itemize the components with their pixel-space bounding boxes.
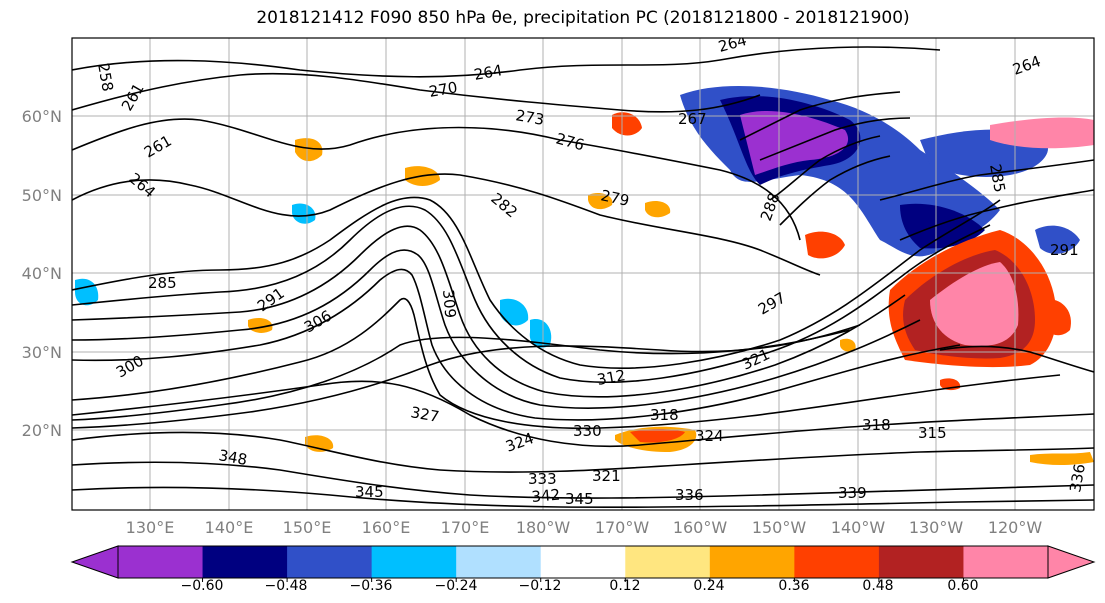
colorbar-tick-label: −0.36 [350, 578, 393, 594]
contour-label: 285 [986, 163, 1009, 194]
contour-label: 327 [409, 403, 440, 426]
colorbar-segment [878, 546, 964, 578]
contour-label: 336 [1066, 462, 1089, 493]
lon-label: 170°W [595, 518, 650, 537]
lat-label: 60°N [22, 107, 62, 126]
colorbar-tick-label: −0.12 [519, 578, 562, 594]
contour-label: 312 [596, 366, 627, 389]
colorbar-tick-label: 0.24 [693, 578, 724, 594]
contour-label: 318 [862, 416, 891, 434]
colorbar-segment [118, 546, 204, 578]
colorbar-tick-label: −0.60 [181, 578, 224, 594]
lon-label: 130°W [909, 518, 964, 537]
colorbar-segment [202, 546, 288, 578]
lon-label: 150°W [752, 518, 807, 537]
theta-e-contours [72, 46, 1094, 508]
longitude-labels: 130°E 140°E 150°E 160°E 170°E 180°W 170°… [126, 518, 1043, 537]
contour-label: 309 [439, 289, 459, 319]
colorbar-tick-label: −0.24 [435, 578, 478, 594]
colorbar-segment [287, 546, 373, 578]
contour-label: 345 [355, 483, 384, 501]
figure-title: 2018121412 F090 850 hPa θe, precipitatio… [256, 8, 910, 28]
colorbar-tick-label: 0.48 [862, 578, 893, 594]
contour-label: 336 [675, 486, 704, 504]
map-frame [71, 37, 1095, 511]
colorbar-outline [117, 545, 1049, 579]
lat-label: 30°N [22, 343, 62, 362]
colorbar-extend-max [1047, 545, 1096, 579]
latitude-labels: 60°N 50°N 40°N 30°N 20°N [22, 107, 62, 440]
lon-label: 160°E [362, 518, 411, 537]
colorbar-segment [794, 546, 880, 578]
lat-label: 50°N [22, 186, 62, 205]
colorbar-segment [625, 546, 711, 578]
contour-label: 279 [599, 186, 631, 210]
contour-label: 330 [573, 422, 602, 440]
contour-label: 318 [650, 406, 679, 424]
lat-label: 20°N [22, 421, 62, 440]
contour-label: 339 [838, 484, 867, 502]
contour-label: 321 [592, 467, 621, 485]
colorbar-tick-label: 0.36 [778, 578, 809, 594]
contour-label: 285 [148, 274, 177, 292]
contour-label: 345 [565, 490, 594, 508]
contour-label: 267 [678, 110, 707, 128]
lon-label: 160°W [673, 518, 728, 537]
colorbar-segment [456, 546, 542, 578]
contour-label: 342 [531, 486, 561, 506]
lon-label: 140°E [205, 518, 254, 537]
contour-label: 273 [514, 106, 545, 129]
colorbar-segment [371, 546, 457, 578]
contour-label: 315 [918, 424, 947, 442]
contour-label: 291 [1050, 241, 1079, 259]
contour-label: 264 [473, 61, 504, 84]
colorbar [70, 545, 1096, 582]
colorbar-tick-labels: −0.60 −0.48 −0.36 −0.24 −0.12 0.12 0.24 … [181, 578, 979, 594]
colorbar-extend-min [70, 545, 119, 579]
lon-label: 140°W [831, 518, 886, 537]
contour-label: 333 [528, 470, 557, 488]
lon-label: 170°E [441, 518, 490, 537]
contour-label: 324 [695, 427, 724, 445]
colorbar-segment [709, 546, 795, 578]
contour-label: 270 [428, 78, 459, 101]
colorbar-tick-label: −0.48 [265, 578, 308, 594]
lat-label: 40°N [22, 264, 62, 283]
lon-label: 120°W [988, 518, 1043, 537]
contour-label: 258 [94, 62, 117, 93]
colorbar-tick-label: 0.12 [609, 578, 640, 594]
lon-label: 150°E [283, 518, 332, 537]
precip-shading [75, 85, 1094, 465]
lon-label: 180°W [516, 518, 571, 537]
colorbar-tick-label: 0.60 [947, 578, 978, 594]
lon-label: 130°E [126, 518, 175, 537]
contour-label: 348 [217, 446, 248, 469]
colorbar-segment [540, 546, 626, 578]
colorbar-segment [963, 546, 1049, 578]
